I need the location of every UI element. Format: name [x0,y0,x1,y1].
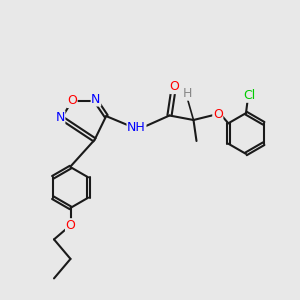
Text: O: O [67,94,77,107]
Text: O: O [66,219,75,232]
Text: N: N [56,111,65,124]
Text: NH: NH [127,121,146,134]
Text: O: O [213,108,223,121]
Text: N: N [91,93,101,106]
Text: Cl: Cl [243,89,255,102]
Text: H: H [183,87,192,100]
Text: O: O [170,80,179,94]
